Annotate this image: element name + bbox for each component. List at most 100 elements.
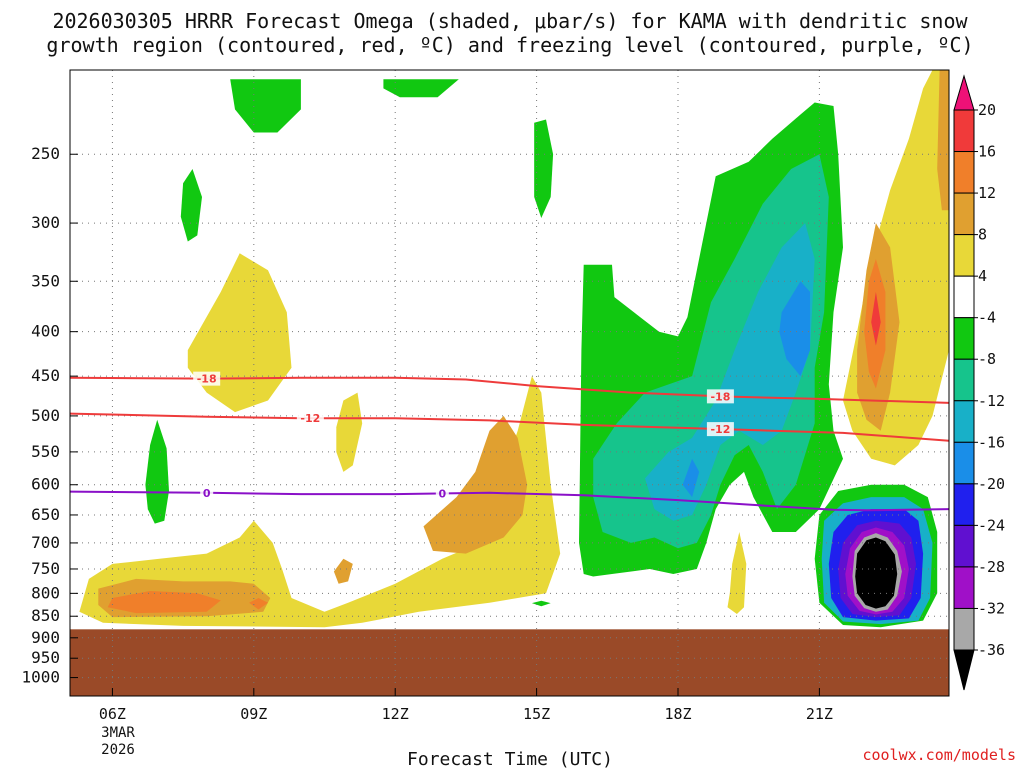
colorbar-bottom-arrow — [953, 649, 975, 691]
contour-label-dgz-0: -18 — [197, 373, 217, 386]
omega-region-24 — [779, 281, 810, 377]
omega-region-7 — [333, 558, 353, 584]
contour-label-bg-1-1 — [706, 422, 734, 437]
colorbar-label--4: -4 — [978, 309, 996, 327]
omega-shading — [79, 70, 949, 628]
y-tick-label-500: 500 — [31, 406, 60, 425]
contour-label-bg-1-0 — [296, 411, 324, 426]
y-axis: 250 300 350 400 450 500 550 600 650 700 750 800 850 9… — [21, 144, 78, 687]
omega-region-23 — [682, 458, 700, 498]
colorbar-bin--12--8 — [953, 358, 975, 402]
x-tick-label-12Z: 12Z — [382, 705, 409, 723]
date-label-year: 2026 — [101, 742, 135, 758]
contour-label-bg-0-0 — [193, 371, 221, 386]
colorbar-bin-16-20 — [953, 109, 975, 153]
ground-fill — [70, 629, 949, 696]
contour-line-freezing-2 — [70, 490, 949, 512]
x-tick-label-21Z: 21Z — [806, 705, 833, 723]
y-tick-label-600: 600 — [31, 475, 60, 494]
omega-region-2 — [336, 392, 363, 472]
colorbar-bin--24--20 — [953, 483, 975, 526]
y-tick-label-650: 650 — [31, 505, 60, 524]
y-tick-label-450: 450 — [31, 366, 60, 385]
x-tick-label-15Z: 15Z — [523, 705, 550, 723]
colorbar-bin--20--16 — [953, 441, 975, 485]
omega-region-16 — [230, 79, 301, 133]
y-tick-label-850: 850 — [31, 606, 60, 625]
grid-lines — [70, 70, 949, 696]
contour-label-freezing-0: 0 — [203, 487, 211, 500]
colorbar-label-20: 20 — [978, 101, 996, 119]
y-tick-label-900: 900 — [31, 628, 60, 647]
colorbar-label--36: -36 — [978, 641, 1005, 659]
colorbar-label--28: -28 — [978, 558, 1005, 576]
omega-region-18 — [534, 119, 554, 218]
omega-region-31 — [855, 537, 898, 609]
colorbar-bin--28--24 — [953, 524, 975, 568]
contour-line-dgz-1 — [70, 412, 949, 442]
colorbar-bin--16--12 — [953, 400, 975, 443]
chart-title-line-2: growth region (contoured, red, ºC) and f… — [46, 33, 973, 57]
omega-region-8 — [937, 70, 949, 211]
omega-region-10 — [107, 591, 221, 614]
x-axis-title: Forecast Time (UTC) — [407, 749, 613, 768]
colorbar-label-4: 4 — [978, 267, 987, 285]
y-tick-label-700: 700 — [31, 533, 60, 552]
omega-region-11 — [249, 598, 268, 610]
y-tick-label-800: 800 — [31, 583, 60, 602]
y-tick-label-1000: 1000 — [21, 668, 60, 687]
y-tick-label-550: 550 — [31, 442, 60, 461]
colorbar-bin--8--4 — [953, 317, 975, 360]
y-tick-label-400: 400 — [31, 322, 60, 341]
omega-region-6 — [423, 415, 528, 554]
omega-region-19 — [531, 600, 551, 607]
colorbar-label-8: 8 — [978, 226, 987, 244]
omega-region-13 — [871, 291, 881, 346]
omega-region-15 — [145, 419, 169, 524]
contour-label-dgz-1: -12 — [710, 423, 730, 436]
x-axis: 06Z 09Z 12Z 15Z 18Z 21Z — [99, 688, 833, 723]
y-tick-label-350: 350 — [31, 271, 60, 290]
omega-region-21 — [593, 154, 829, 549]
omega-region-17 — [383, 79, 459, 98]
colorbar-bin--4-4 — [953, 275, 975, 319]
colorbar-bin--32--28 — [953, 566, 975, 609]
colorbar-label--20: -20 — [978, 475, 1005, 493]
colorbar-label-12: 12 — [978, 184, 996, 202]
temperature-contours: -18 -18 -12 -12 0 0 — [70, 371, 949, 512]
colorbar-label--12: -12 — [978, 392, 1005, 410]
colorbar-bin-12-16 — [953, 151, 975, 194]
colorbar-label--16: -16 — [978, 433, 1005, 451]
colorbar-top-arrow — [953, 74, 975, 111]
ground-mask — [70, 629, 949, 696]
contour-label-freezing-1: 0 — [439, 487, 447, 500]
date-label-day: 3MAR — [101, 725, 135, 741]
contour-label-dgz-1: -18 — [710, 390, 730, 403]
colorbar-label--32: -32 — [978, 599, 1005, 617]
colorbar-label--8: -8 — [978, 350, 996, 368]
contour-label-dgz-0: -12 — [300, 412, 320, 425]
y-tick-label-300: 300 — [31, 213, 60, 232]
contour-line-dgz-0 — [70, 376, 949, 404]
omega-region-0 — [79, 376, 561, 628]
omega-region-22 — [645, 223, 815, 521]
colorbar: 20 16 12 8 4 -4 -8 -12 -16 -20 -24 -28 -32 -36 — [953, 74, 1005, 691]
y-tick-label-250: 250 — [31, 144, 60, 163]
chart-title-line-1: 2026030305 HRRR Forecast Omega (shaded, … — [52, 9, 968, 33]
omega-region-3 — [727, 532, 747, 614]
colorbar-bin-8-12 — [953, 192, 975, 236]
colorbar-bin--36--32 — [953, 607, 975, 651]
contour-label-bg-2-0 — [200, 485, 214, 500]
x-tick-label-18Z: 18Z — [664, 705, 691, 723]
credit-link[interactable]: coolwx.com/models — [862, 746, 1016, 764]
y-tick-label-950: 950 — [31, 648, 60, 667]
contour-label-bg-2-1 — [435, 486, 449, 501]
y-tick-label-750: 750 — [31, 559, 60, 578]
contour-label-bg-0-1 — [706, 389, 734, 404]
x-tick-label-09Z: 09Z — [240, 705, 267, 723]
colorbar-bin-4-8 — [953, 234, 975, 277]
colorbar-label-16: 16 — [978, 143, 996, 161]
plot-frame — [69, 69, 950, 697]
colorbar-label--24: -24 — [978, 516, 1005, 534]
